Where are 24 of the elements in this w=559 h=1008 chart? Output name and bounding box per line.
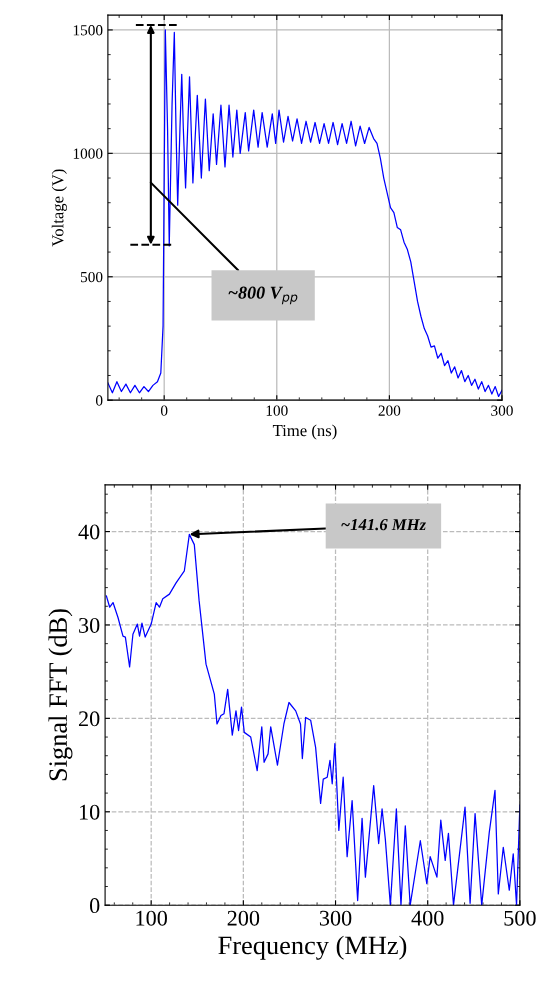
x-tick-label: 100 (266, 405, 288, 416)
x-tick-label: 200 (227, 910, 260, 926)
y-tick-label: 1500 (73, 25, 103, 36)
x-tick-label: 100 (136, 910, 167, 926)
x-axis-title: Frequency (MHz) (218, 935, 407, 960)
x-axis-title: Time (ns) (272, 424, 337, 440)
y-tick-label: 1000 (73, 148, 103, 159)
y-tick-label: 20 (78, 711, 100, 727)
y-tick-label: 30 (79, 617, 100, 633)
x-tick-label: 400 (411, 910, 444, 926)
y-tick-label: 0 (95, 395, 103, 406)
y-tick-label: 10 (79, 804, 100, 820)
annotation: ~141.6 MHz (341, 519, 427, 531)
y-tick-label: 0 (89, 898, 100, 914)
y-axis-title: Signal FFT (dB) (48, 609, 73, 781)
x-tick-label: 0 (160, 405, 168, 416)
x-tick-label: 300 (319, 910, 352, 926)
y-tick-label: 500 (81, 271, 103, 283)
x-tick-label: 500 (504, 910, 536, 926)
x-tick-label: 200 (378, 405, 401, 416)
annotation: ~800 V$_{pp}$ (228, 286, 298, 305)
y-axis-title: Voltage (V) (51, 169, 67, 247)
x-tick-label: 300 (491, 405, 513, 416)
y-tick-label: 40 (78, 524, 100, 540)
